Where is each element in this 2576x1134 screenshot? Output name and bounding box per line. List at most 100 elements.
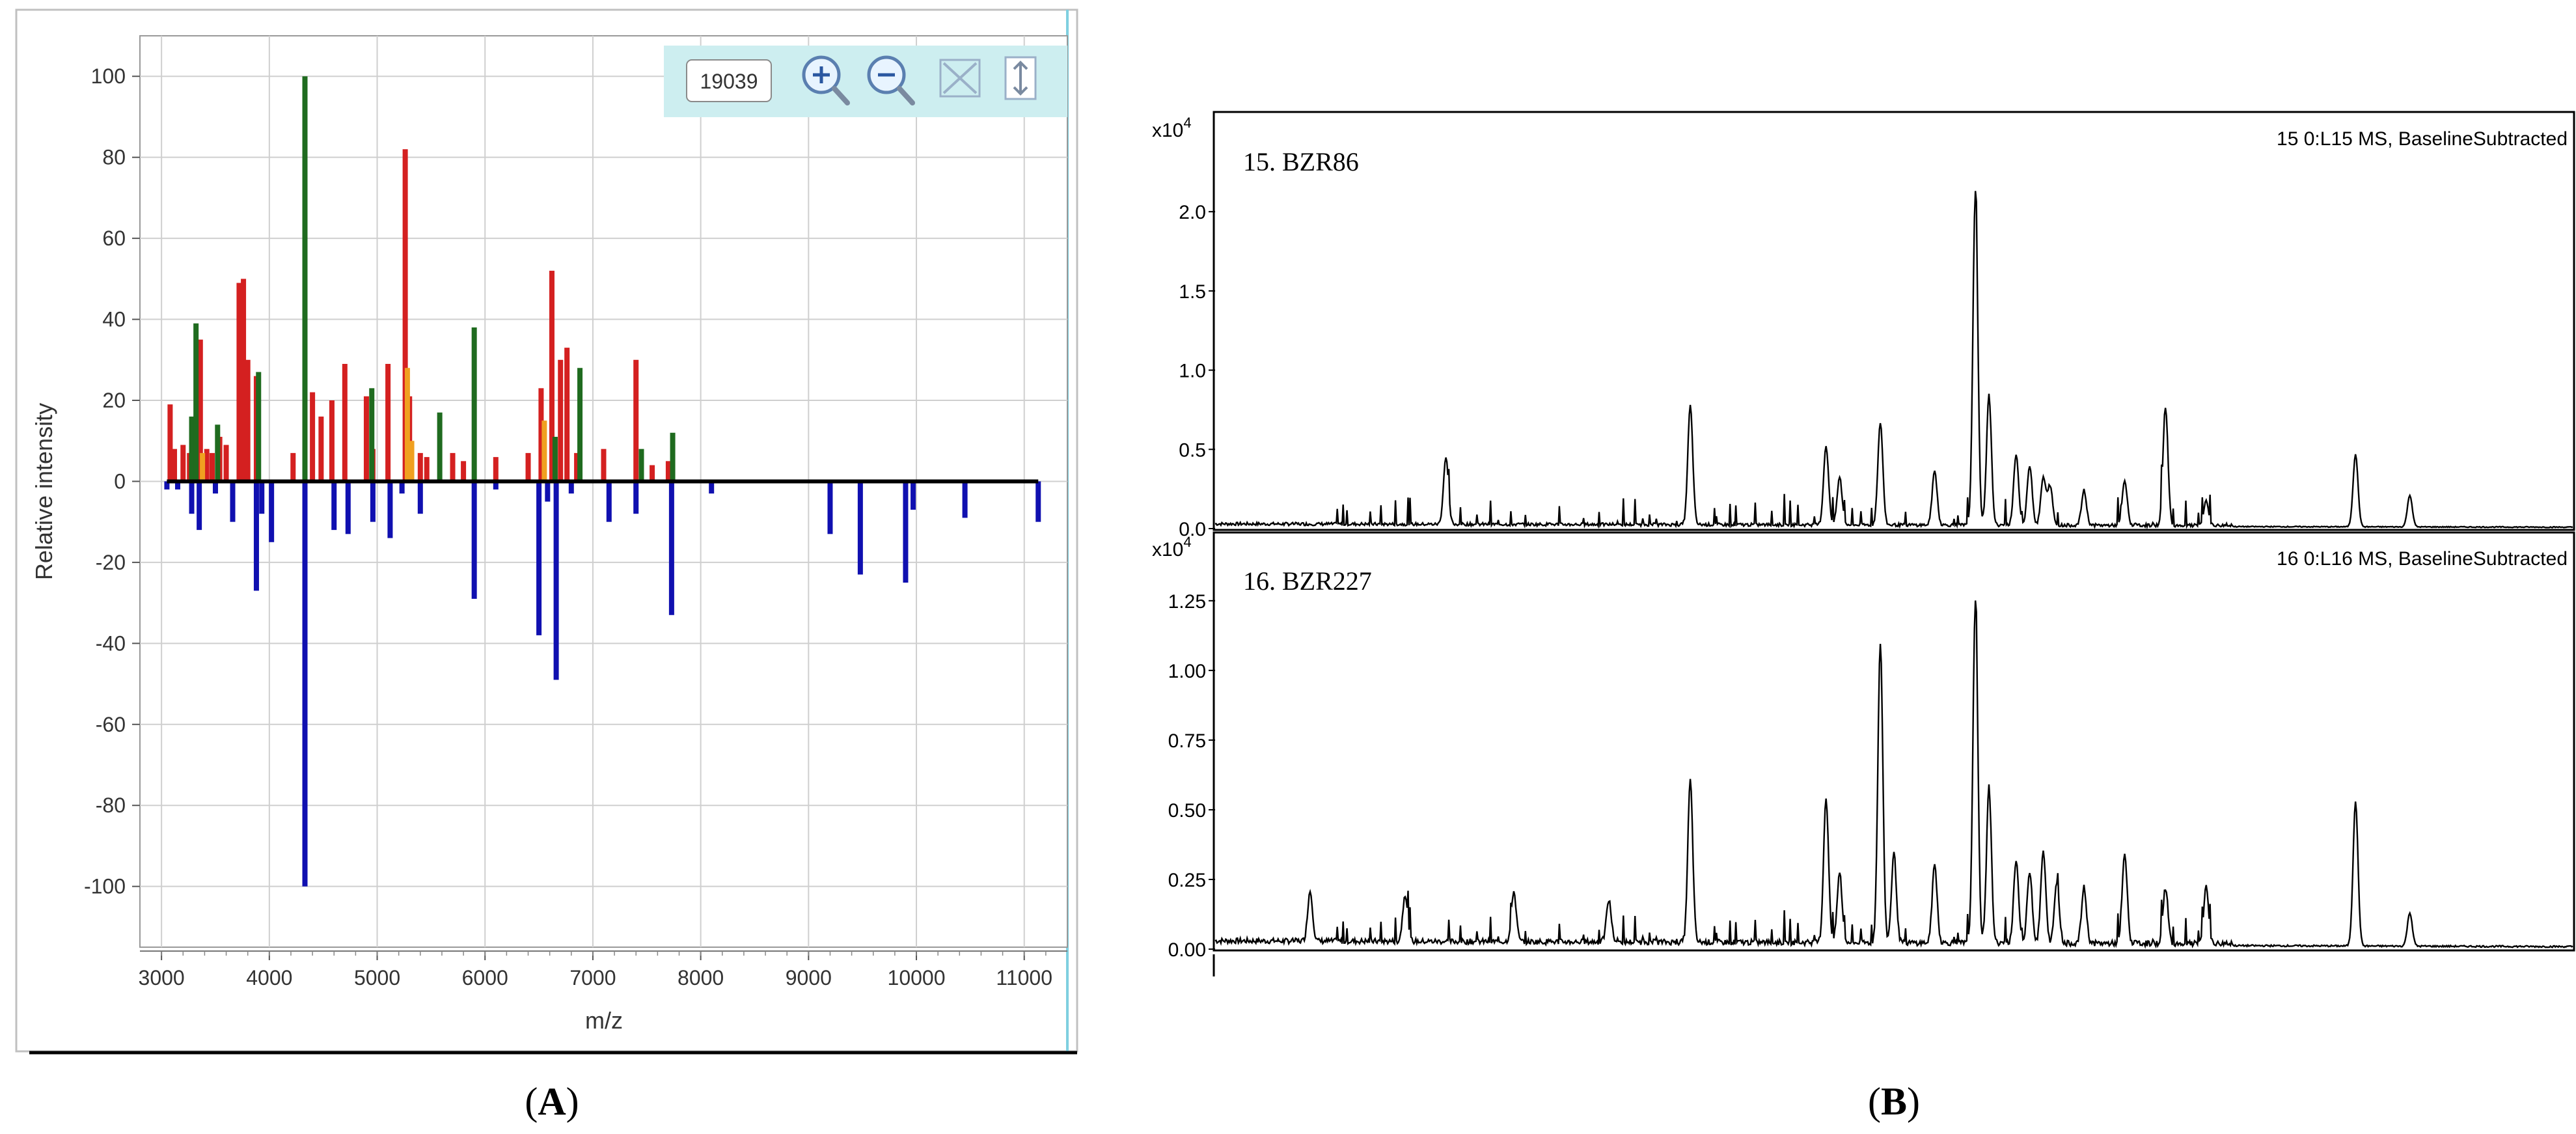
- bar-blue: [259, 481, 265, 514]
- bar-green: [577, 368, 583, 482]
- bar-blue: [668, 481, 674, 615]
- bar-red: [665, 461, 671, 482]
- spectrum-top: x104 15 0:L15 MS, BaselineSubtracted 15.…: [1152, 111, 2575, 540]
- bar-red: [210, 452, 215, 482]
- bar-blue: [387, 481, 393, 538]
- y-tick-label: 20: [102, 389, 126, 412]
- bar-green: [302, 76, 308, 482]
- spectrum-bottom-frame: [1213, 531, 2575, 952]
- spectrum-bottom-y-tick-label: 0.75: [1168, 730, 1206, 752]
- x-tick-label: 8000: [678, 966, 724, 989]
- bar-red: [310, 392, 316, 482]
- spectrum-top-frame: [1213, 111, 2575, 531]
- y-tick-label: 0: [114, 469, 126, 493]
- panel-a-y-ticks: 100 80 60 40 20 0 -20 -40 -60 -80 -100: [84, 64, 140, 898]
- zoom-in-icon[interactable]: [802, 55, 850, 105]
- bar-red: [329, 400, 335, 482]
- bar-red: [180, 445, 186, 482]
- x-tick-label: 9000: [786, 966, 832, 989]
- bar-blue: [911, 481, 916, 510]
- panel-a-x-ticks: 3000 4000 5000 6000 7000 8000 9000 10000 11000: [139, 950, 1067, 989]
- bar-blue: [903, 481, 909, 583]
- bar-red: [558, 359, 564, 482]
- readout-box: [686, 59, 772, 102]
- bar-blue: [331, 481, 337, 531]
- bar-orange: [200, 452, 206, 482]
- bar-red: [525, 452, 531, 482]
- spectrum-top-y-tick-label: 2.0: [1179, 202, 1206, 223]
- bar-blue: [345, 481, 351, 534]
- spectrum-top-y-tick-label: 1.5: [1179, 281, 1206, 303]
- y-tick-label: -80: [96, 794, 126, 817]
- panel-a-label: (A): [525, 1080, 579, 1123]
- zoom-out-icon[interactable]: [867, 55, 915, 105]
- spectrum-bottom-trace: [1214, 600, 2573, 949]
- spectrum-bottom-y-tick-label: 0.25: [1168, 870, 1206, 891]
- panel-a-bars: [164, 76, 1041, 887]
- bar-orange: [541, 421, 547, 482]
- y-tick-label: -20: [96, 551, 126, 574]
- spectrum-bottom-header: 16 0:L16 MS, BaselineSubtracted: [2277, 548, 2568, 570]
- bar-orange: [409, 441, 415, 482]
- panel-b-label: (B): [1868, 1080, 1920, 1123]
- bar-blue: [302, 481, 308, 887]
- bar-red: [633, 359, 639, 482]
- spectrum-top-y-tick-label: 1.0: [1179, 361, 1206, 382]
- bar-blue: [417, 481, 423, 514]
- bar-red: [574, 452, 580, 482]
- bar-blue: [568, 481, 574, 494]
- x-tick-label: 11000: [996, 966, 1052, 989]
- vertical-resize-icon[interactable]: [1004, 56, 1037, 100]
- bar-green: [256, 372, 262, 482]
- spectrum-bottom-y-tick-label: 0.00: [1168, 939, 1206, 961]
- bar-blue: [269, 481, 275, 542]
- bar-blue: [253, 481, 259, 591]
- bar-red: [424, 457, 430, 482]
- bar-blue: [827, 481, 833, 534]
- y-tick-label: 40: [102, 308, 126, 331]
- panel-a-plot-area: [139, 35, 1068, 948]
- panel-b: x104 15 0:L15 MS, BaselineSubtracted 15.…: [1152, 111, 2575, 1123]
- bar-blue: [857, 481, 863, 575]
- y-tick-label: -100: [84, 875, 126, 898]
- bar-green: [189, 416, 195, 482]
- spectrum-top-y-tick-label: 0.5: [1179, 439, 1206, 461]
- bar-red: [650, 465, 655, 482]
- bar-red: [564, 348, 570, 482]
- bar-red: [223, 445, 229, 482]
- bar-red: [363, 396, 369, 482]
- value-readout: 19039: [686, 59, 772, 102]
- bar-red: [461, 461, 467, 482]
- fit-all-icon[interactable]: [939, 59, 981, 98]
- x-tick-label: 4000: [246, 966, 292, 989]
- bar-blue: [536, 481, 542, 635]
- spectrum-top-trace: [1214, 191, 2573, 530]
- bar-red: [402, 149, 408, 482]
- x-tick-label: 5000: [354, 966, 400, 989]
- bar-blue: [962, 481, 968, 518]
- bar-blue: [197, 481, 202, 531]
- spectrum-bottom-y-ticks: 1.25 1.00 0.75 0.50 0.25 0.00: [1168, 591, 1215, 961]
- bar-green: [437, 412, 443, 482]
- x-tick-label: 3000: [139, 966, 185, 989]
- panel-a: 100 80 60 40 20 0 -20 -40 -60 -80 -100 3000 4000 500…: [15, 8, 1078, 1123]
- spectrum-bottom-y-tick-label: 0.50: [1168, 800, 1206, 822]
- bar-red: [450, 452, 456, 482]
- panel-b-letter: B: [1881, 1080, 1907, 1123]
- bar-green: [369, 388, 375, 482]
- spectrum-top-header: 15 0:L15 MS, BaselineSubtracted: [2277, 128, 2568, 150]
- bar-red: [236, 283, 242, 482]
- x-tick-label: 10000: [888, 966, 946, 989]
- bar-blue: [189, 481, 195, 514]
- y-tick-label: 60: [102, 227, 126, 250]
- bar-red: [241, 279, 247, 482]
- bar-red: [549, 270, 555, 482]
- spectrum-top-exponent: x104: [1152, 115, 1192, 141]
- y-tick-label: 80: [102, 146, 126, 169]
- bar-blue: [709, 481, 715, 494]
- y-tick-label: 100: [91, 64, 126, 88]
- spectrum-bottom: x104 16 0:L16 MS, BaselineSubtracted 16.…: [1152, 531, 2575, 961]
- bar-green: [638, 449, 644, 482]
- bar-green: [552, 437, 558, 482]
- bar-red: [417, 452, 423, 482]
